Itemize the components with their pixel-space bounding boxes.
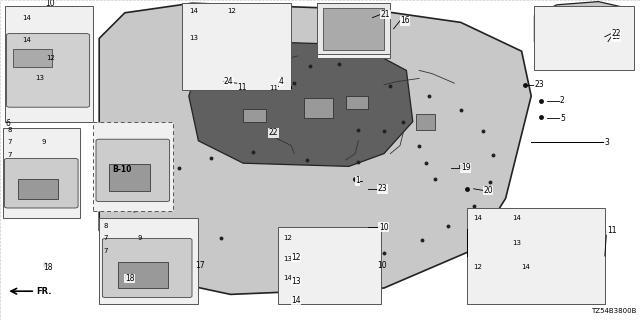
Text: B-10: B-10	[112, 165, 131, 174]
Text: 21: 21	[381, 10, 390, 19]
FancyBboxPatch shape	[278, 227, 381, 304]
Bar	[13, 49, 52, 67]
Text: 18: 18	[125, 274, 134, 283]
Text: 13: 13	[35, 76, 44, 81]
Polygon shape	[317, 3, 390, 54]
Bar	[346, 96, 368, 109]
Text: 7: 7	[8, 140, 12, 145]
Text: 4: 4	[278, 77, 284, 86]
FancyBboxPatch shape	[3, 128, 80, 218]
Polygon shape	[189, 42, 413, 166]
Text: 6: 6	[5, 119, 10, 128]
Text: 23: 23	[534, 80, 544, 89]
FancyBboxPatch shape	[182, 3, 291, 90]
Text: 14: 14	[22, 37, 31, 43]
Text: 12: 12	[227, 8, 236, 14]
FancyBboxPatch shape	[93, 122, 173, 211]
Text: 17: 17	[195, 261, 205, 270]
Polygon shape	[99, 3, 531, 294]
Bar	[109, 164, 150, 191]
Text: TZ54B3800B: TZ54B3800B	[591, 308, 637, 314]
Text: 10: 10	[379, 223, 388, 232]
Text: 9: 9	[42, 140, 46, 145]
FancyBboxPatch shape	[102, 238, 192, 298]
Text: 11: 11	[269, 85, 278, 91]
Text: 15: 15	[611, 32, 621, 41]
Text: 8: 8	[8, 127, 12, 132]
Text: 23: 23	[378, 184, 387, 193]
FancyBboxPatch shape	[4, 158, 78, 208]
Text: 18: 18	[44, 263, 53, 272]
Text: 22: 22	[611, 29, 621, 38]
Text: 14: 14	[189, 8, 198, 14]
FancyBboxPatch shape	[534, 6, 634, 70]
Text: 14: 14	[512, 215, 521, 220]
Bar	[18, 179, 58, 199]
Text: 14: 14	[22, 15, 31, 20]
Text: 9: 9	[138, 236, 142, 241]
FancyBboxPatch shape	[6, 34, 90, 107]
Text: 19: 19	[461, 164, 470, 172]
Bar	[243, 109, 266, 122]
Text: 12: 12	[46, 55, 55, 60]
Text: 16: 16	[400, 16, 410, 25]
Text: 11: 11	[237, 84, 246, 92]
Bar	[323, 8, 384, 50]
Bar	[416, 114, 435, 130]
Text: 22: 22	[269, 128, 278, 137]
Text: 7: 7	[104, 248, 108, 254]
FancyBboxPatch shape	[96, 139, 170, 202]
Text: 14: 14	[474, 215, 483, 220]
Text: 8: 8	[104, 223, 108, 228]
Bar	[118, 262, 168, 288]
FancyBboxPatch shape	[317, 3, 390, 58]
Text: 7: 7	[104, 236, 108, 241]
Text: 14: 14	[522, 264, 531, 270]
Text: 10: 10	[378, 261, 387, 270]
Bar	[304, 98, 333, 118]
Text: 12: 12	[283, 236, 292, 241]
Polygon shape	[534, 2, 634, 58]
Text: 1: 1	[355, 176, 360, 185]
Text: 14: 14	[291, 296, 301, 305]
FancyBboxPatch shape	[467, 208, 605, 304]
Text: 13: 13	[283, 256, 292, 262]
Text: 13: 13	[189, 36, 198, 41]
Text: 14: 14	[283, 276, 292, 281]
Text: 12: 12	[474, 264, 483, 270]
Text: 11: 11	[607, 226, 616, 235]
Text: 2: 2	[560, 96, 564, 105]
Text: 20: 20	[483, 186, 493, 195]
Text: 13: 13	[291, 277, 301, 286]
Text: 10: 10	[45, 0, 54, 8]
Text: 13: 13	[512, 240, 521, 246]
Text: 7: 7	[8, 152, 12, 158]
Text: 5: 5	[560, 114, 565, 123]
Text: 11: 11	[607, 226, 616, 235]
Text: FR.: FR.	[36, 287, 52, 296]
FancyBboxPatch shape	[5, 6, 93, 122]
Text: 3: 3	[605, 138, 610, 147]
FancyBboxPatch shape	[99, 218, 198, 304]
Text: 12: 12	[291, 253, 301, 262]
Text: 24: 24	[224, 77, 234, 86]
